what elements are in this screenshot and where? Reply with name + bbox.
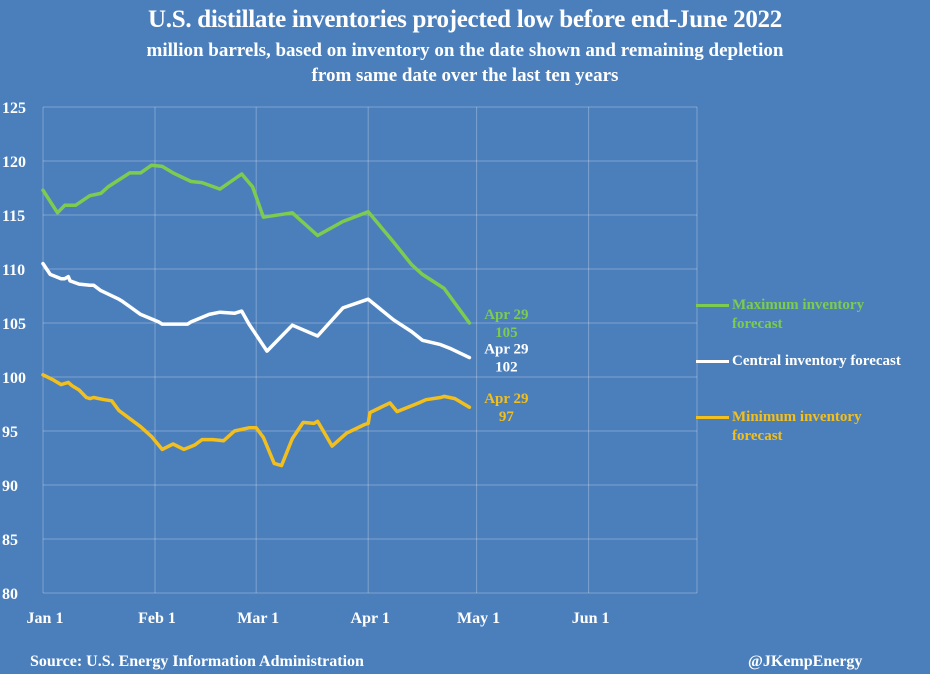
legend-item-maximum: Maximum inventory forecast	[696, 296, 865, 334]
legend-item-central: Central inventory forecast	[696, 352, 901, 371]
author-credit: @JKempEnergy	[748, 653, 863, 670]
y-tick-label: 95	[2, 424, 18, 441]
y-tick-label: 115	[2, 208, 25, 225]
x-tick-label: Feb 1	[138, 610, 176, 627]
legend-label: forecast	[732, 428, 783, 444]
x-axis-ticks: Jan 1 Feb 1 Mar 1 Apr 1 May 1 Jun 1	[27, 610, 610, 627]
y-tick-label: 120	[2, 154, 26, 171]
y-tick-label: 105	[2, 316, 26, 333]
legend-swatch-central	[696, 360, 729, 363]
series-lines	[41, 163, 472, 468]
legend-label: forecast	[732, 316, 783, 332]
series-line-1	[41, 261, 472, 360]
y-tick-label: 100	[2, 370, 26, 387]
end-label-value: 97	[499, 409, 515, 425]
y-tick-label: 80	[2, 586, 18, 603]
x-tick-label: Mar 1	[237, 610, 279, 627]
y-tick-label: 110	[2, 262, 25, 279]
legend-label: Minimum inventory	[732, 409, 862, 425]
x-tick-label: Jun 1	[572, 610, 610, 627]
end-label-date: Apr 29	[484, 391, 528, 407]
x-tick-label: May 1	[457, 610, 500, 627]
legend-item-minimum: Minimum inventory forecast	[696, 408, 862, 446]
end-label-value: 105	[495, 325, 518, 341]
end-label-date: Apr 29	[484, 307, 528, 323]
legend-swatch-maximum	[696, 304, 729, 307]
x-tick-label: Jan 1	[27, 610, 64, 627]
x-tick-label: Apr 1	[351, 610, 390, 627]
y-tick-label: 90	[2, 478, 18, 495]
end-label-date: Apr 29	[484, 342, 528, 358]
chart-title: U.S. distillate inventories projected lo…	[148, 6, 782, 33]
y-tick-label: 85	[2, 532, 18, 549]
grid	[42, 106, 698, 594]
series-line-0	[41, 163, 472, 325]
y-axis-ticks: 80 85 90 95 100 105 110 115 120 125	[2, 100, 26, 603]
legend-label: Maximum inventory	[732, 297, 865, 313]
chart-subtitle: million barrels, based on inventory on t…	[146, 40, 784, 86]
end-label-value: 102	[495, 360, 518, 376]
y-tick-label: 125	[2, 100, 26, 117]
series-line-2	[41, 373, 472, 468]
legend-swatch-minimum	[696, 416, 729, 419]
source-note: Source: U.S. Energy Information Administ…	[30, 653, 364, 670]
legend-label: Central inventory forecast	[732, 353, 901, 369]
